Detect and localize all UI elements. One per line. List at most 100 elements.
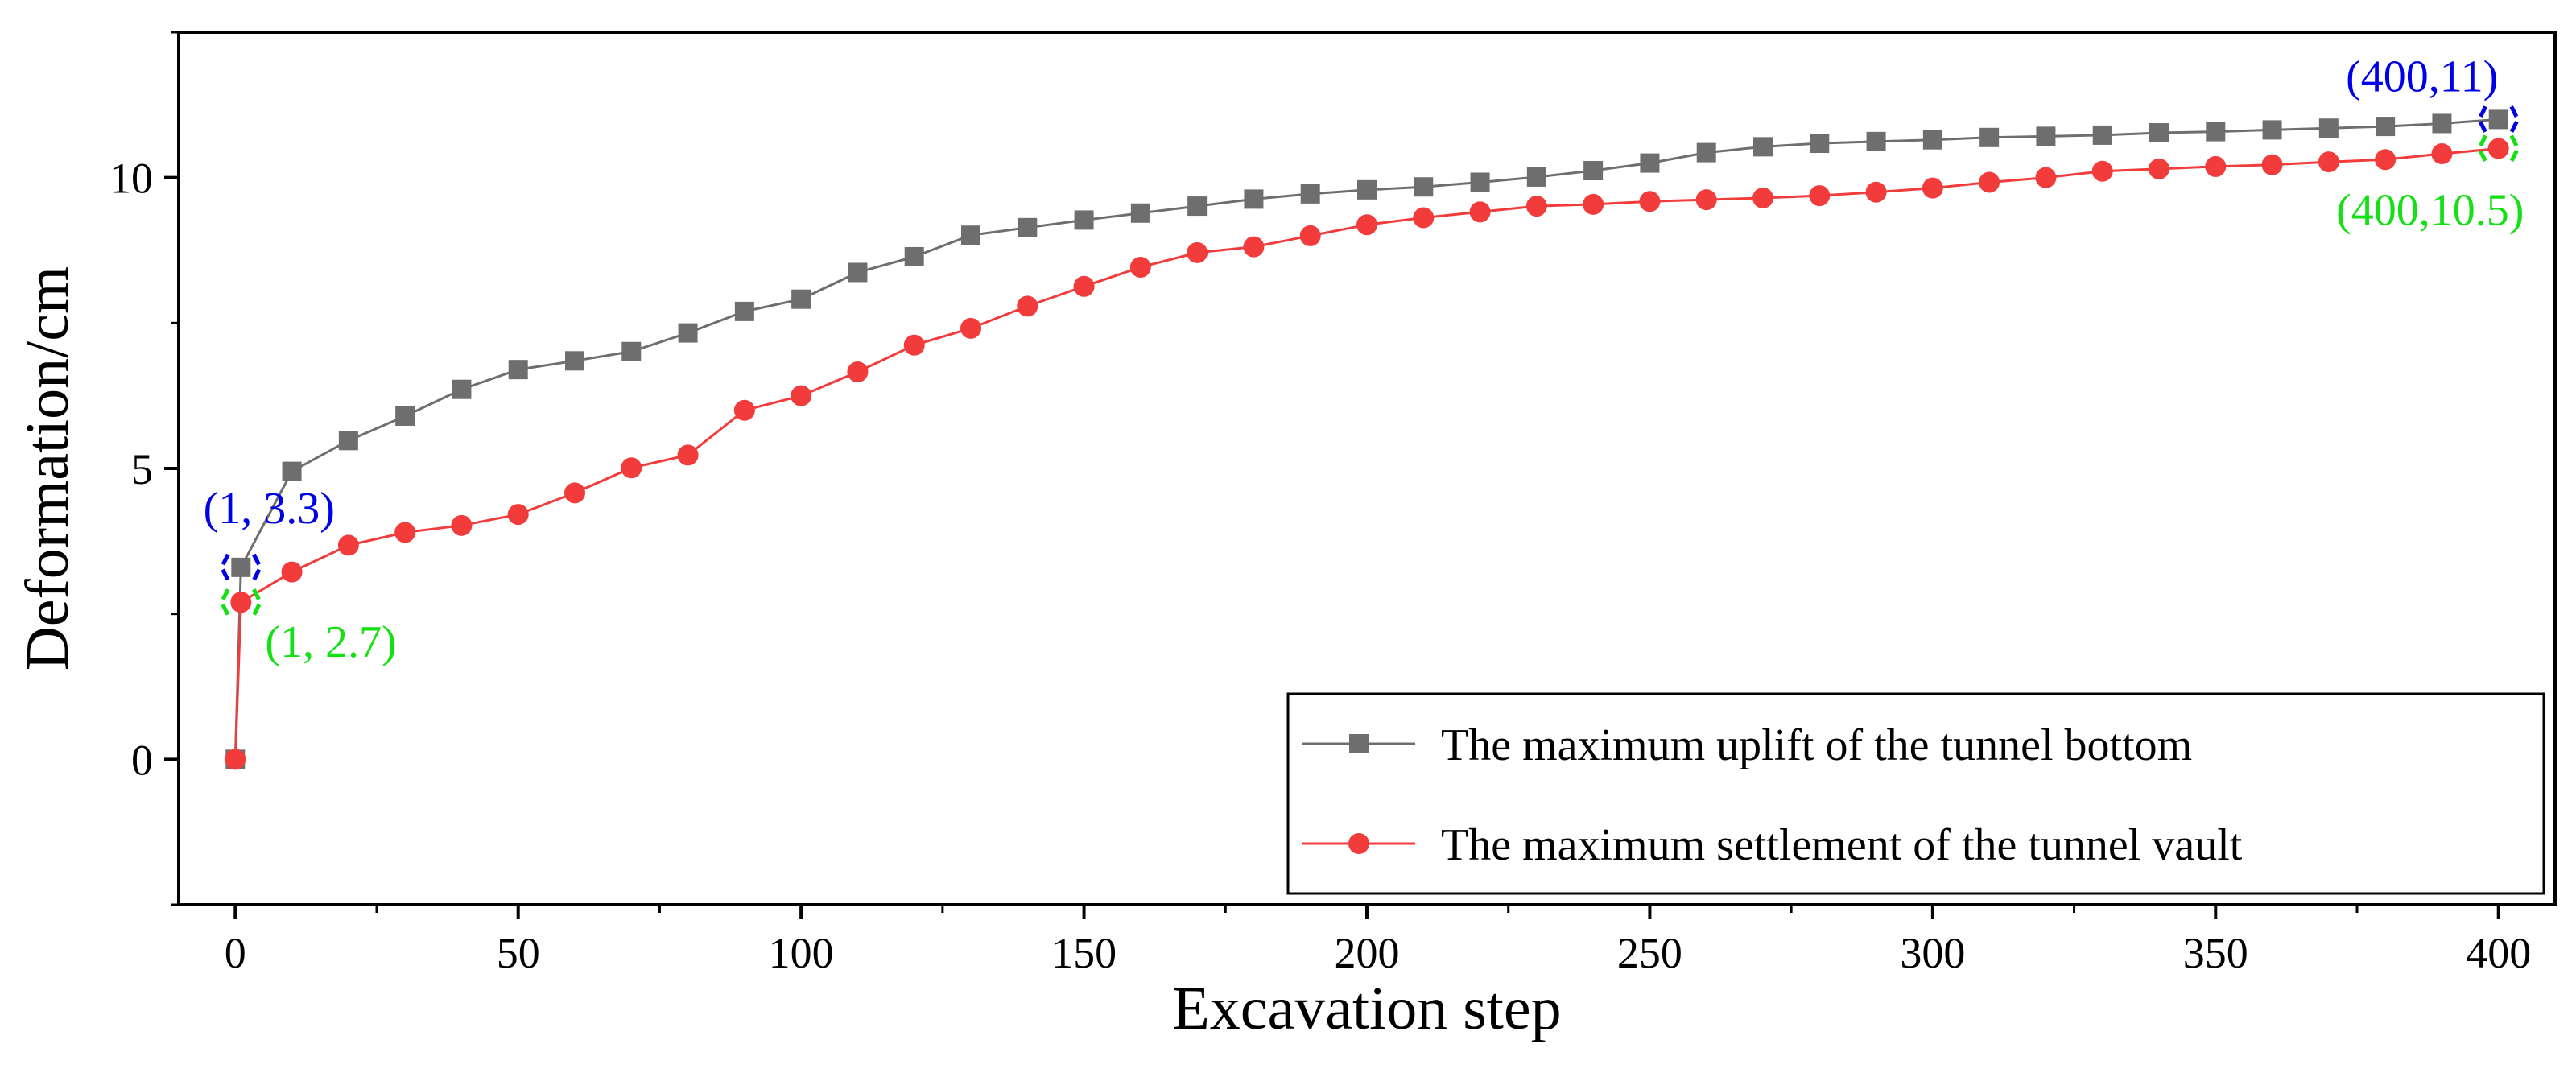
data-point [2206, 122, 2226, 142]
annotation-bracket [219, 588, 230, 617]
axes-group: 0 50 100 150 200 250 300 350 400 0 5 10 [109, 31, 2557, 977]
annotation-label: (400,11) [2346, 52, 2498, 101]
annotation: (400,11) [2346, 52, 2520, 134]
data-point [960, 317, 981, 339]
data-point [564, 482, 585, 504]
data-point [2262, 120, 2282, 140]
x-tick-label: 200 [1335, 929, 1400, 977]
data-point [1526, 167, 1546, 187]
y-tick-label: 0 [131, 736, 153, 784]
annotation-label: (400,10.5) [2336, 186, 2524, 236]
data-point [1074, 210, 1094, 230]
y-tick-label: 10 [109, 155, 153, 203]
data-point [1866, 131, 1886, 151]
data-point [1696, 142, 1716, 163]
x-tick-label: 250 [1617, 929, 1682, 977]
x-tick-label: 350 [2183, 929, 2248, 977]
data-point [1979, 127, 2000, 147]
data-point [2035, 167, 2057, 188]
data-point [2149, 123, 2169, 143]
x-tick-label: 300 [1900, 929, 1965, 977]
data-point [1018, 217, 1038, 237]
data-point [231, 557, 251, 577]
legend-label: The maximum settlement of the tunnel vau… [1441, 820, 2243, 870]
data-point [2091, 160, 2113, 182]
data-point [565, 351, 584, 371]
data-point [734, 301, 754, 321]
x-tick-label: 50 [497, 929, 540, 977]
data-point [394, 522, 416, 543]
data-point [230, 592, 252, 613]
x-tick-label: 0 [225, 929, 246, 977]
data-point [1865, 181, 1887, 203]
data-point [2375, 149, 2396, 171]
data-point [2488, 109, 2508, 130]
data-point [848, 262, 868, 283]
legend: The maximum uplift of the tunnel bottom T… [1286, 692, 2545, 895]
data-point [1300, 184, 1320, 204]
x-tick-label: 400 [2466, 929, 2531, 977]
data-point [337, 534, 359, 556]
data-point [2205, 155, 2227, 177]
legend-item: The maximum uplift of the tunnel bottom [1302, 720, 2192, 770]
data-point [1922, 130, 1942, 150]
annotation: (1, 3.3) [204, 484, 335, 581]
series-uplift [225, 109, 2508, 769]
data-point [1583, 193, 1604, 215]
data-point [2318, 151, 2339, 173]
data-point [1413, 207, 1435, 229]
data-point [621, 341, 642, 361]
annotation: (400,10.5) [2336, 134, 2524, 236]
data-point [1752, 187, 1773, 208]
y-axis-title: Deformation/cm [14, 266, 81, 670]
data-point [2149, 158, 2169, 179]
annotation-bracket [2509, 105, 2520, 134]
data-point [1244, 189, 1264, 209]
annotation-label: (1, 3.3) [204, 484, 335, 534]
series-line [233, 147, 2499, 760]
annotation-bracket [2509, 134, 2520, 163]
data-point [1809, 185, 1831, 207]
series-group [225, 109, 2509, 770]
data-point [1073, 275, 1095, 297]
data-point [678, 323, 698, 343]
data-point [2092, 125, 2112, 145]
data-point [507, 504, 529, 526]
x-tick-label: 150 [1051, 929, 1117, 977]
data-point [847, 361, 869, 383]
data-point [1979, 171, 2000, 193]
data-point [1414, 177, 1434, 197]
data-point [2261, 154, 2283, 175]
data-point [1357, 179, 1377, 200]
legend-swatch-marker [1349, 734, 1368, 753]
data-point [225, 749, 246, 770]
data-point [791, 385, 812, 406]
data-point [1129, 256, 1151, 278]
data-point [2487, 138, 2509, 159]
series-settlement [225, 138, 2509, 770]
data-point [1640, 153, 1660, 173]
data-point [1695, 189, 1717, 211]
data-point [1299, 225, 1321, 246]
data-point [1810, 134, 1830, 154]
data-point [961, 225, 980, 245]
data-point [677, 444, 699, 466]
data-point [395, 406, 415, 426]
annotation-bracket [2476, 134, 2487, 163]
data-point [2431, 143, 2453, 165]
annotation-label: (1, 2.7) [265, 617, 396, 667]
annotations-group: (1, 3.3) (1, 2.7) (400,11) (400,10.5) [204, 52, 2524, 667]
x-tick-label: 100 [769, 929, 834, 977]
data-point [791, 289, 811, 309]
data-point [1583, 160, 1604, 180]
data-point [1187, 241, 1208, 263]
data-point [1922, 177, 1943, 199]
data-point [1469, 201, 1491, 223]
legend-item: The maximum settlement of the tunnel vau… [1302, 820, 2243, 870]
annotation: (1, 2.7) [219, 588, 397, 667]
data-point [2432, 113, 2452, 134]
data-point [1187, 196, 1208, 217]
data-point [2376, 117, 2396, 137]
